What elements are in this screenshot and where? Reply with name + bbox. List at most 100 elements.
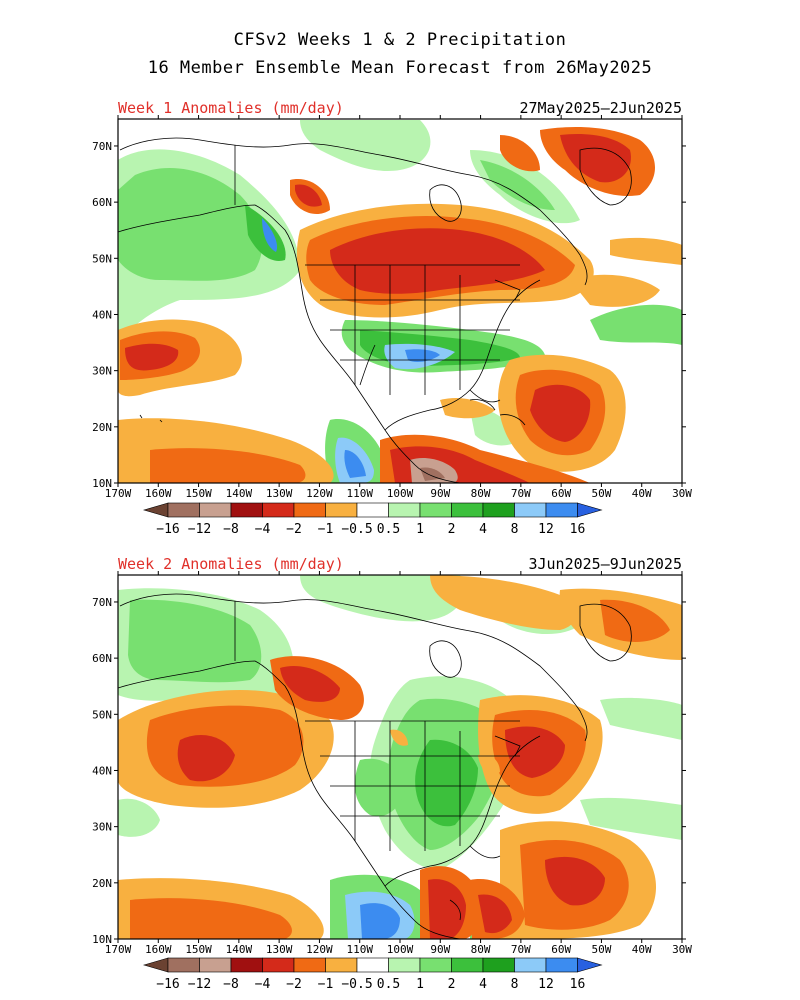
title-line-1: CFSv2 Weeks 1 & 2 Precipitation xyxy=(233,30,567,50)
week1-anomaly-fields xyxy=(118,120,682,483)
colorbar-label: 2 xyxy=(448,977,456,992)
lon-tick-label: 30W xyxy=(672,487,692,500)
colorbar-arrow-left xyxy=(142,502,169,518)
lon-tick-label: 60W xyxy=(551,943,571,956)
week2-colorbar: −16 −12 −8 −4 −2 −1 −0.5 0.5 1 2 4 8 12 16 xyxy=(142,957,603,992)
lon-tick-label: 130W xyxy=(266,487,293,500)
colorbar-label: −8 xyxy=(223,522,239,537)
panel2-dates: 3Jun2025—9Jun2025 xyxy=(528,555,682,573)
lat-tick-label: 60N xyxy=(92,652,112,665)
colorbar-swatch xyxy=(199,957,232,973)
colorbar-swatch xyxy=(514,502,547,518)
colorbar-swatch xyxy=(325,502,358,518)
lon-tick-label: 100W xyxy=(387,943,414,956)
lat-tick-label: 60N xyxy=(92,196,112,209)
lon-tick-label: 60W xyxy=(551,487,571,500)
lon-tick-label: 80W xyxy=(471,943,491,956)
colorbar-label: 12 xyxy=(538,522,554,537)
week2-map xyxy=(117,574,683,940)
colorbar-label: 8 xyxy=(511,522,519,537)
colorbar-label: −0.5 xyxy=(341,522,372,537)
colorbar-swatch xyxy=(262,502,295,518)
lon-tick-label: 160W xyxy=(145,943,172,956)
lon-tick-label: 170W xyxy=(105,943,132,956)
colorbar-label: 16 xyxy=(570,522,586,537)
colorbar-swatch xyxy=(293,502,326,518)
colorbar-label: −16 xyxy=(156,977,179,992)
lon-tick-label: 30W xyxy=(672,943,692,956)
lon-tick-label: 150W xyxy=(185,487,212,500)
lon-tick-label: 40W xyxy=(632,487,652,500)
colorbar-label: 1 xyxy=(416,522,424,537)
week2-coastlines xyxy=(118,593,632,939)
colorbar-swatch xyxy=(199,502,232,518)
lat-tick-label: 40N xyxy=(92,764,112,777)
colorbar-label: −1 xyxy=(318,977,334,992)
lat-tick-label: 70N xyxy=(92,596,112,609)
lat-tick-label: 70N xyxy=(92,140,112,153)
colorbar-swatch xyxy=(230,502,263,518)
colorbar-label: 12 xyxy=(538,977,554,992)
lon-tick-label: 110W xyxy=(346,943,373,956)
lon-tick-label: 120W xyxy=(306,487,333,500)
colorbar-swatch xyxy=(167,957,200,973)
lon-tick-label: 50W xyxy=(591,943,611,956)
lon-tick-label: 70W xyxy=(511,943,531,956)
colorbar-label: 4 xyxy=(479,522,487,537)
week1-colorbar: −16 −12 −8 −4 −2 −1 −0.5 0.5 1 2 4 8 12 16 xyxy=(142,502,603,537)
colorbar-arrow-right xyxy=(577,957,603,973)
colorbar-swatch xyxy=(545,957,578,973)
week2-anomaly-fields xyxy=(118,575,682,939)
colorbar-label: −12 xyxy=(188,977,211,992)
colorbar-swatch xyxy=(388,502,421,518)
colorbar-label: −4 xyxy=(255,522,271,537)
lon-tick-label: 150W xyxy=(185,943,212,956)
colorbar-label: −16 xyxy=(156,522,179,537)
lon-tick-label: 40W xyxy=(632,943,652,956)
colorbar-swatch xyxy=(545,502,578,518)
lon-tick-label: 120W xyxy=(306,943,333,956)
panel1-label: Week 1 Anomalies (mm/day) xyxy=(118,99,344,117)
colorbar-label: −0.5 xyxy=(341,977,372,992)
colorbar-label: −1 xyxy=(318,522,334,537)
week1-coastlines xyxy=(118,137,632,483)
colorbar-label: 16 xyxy=(570,977,586,992)
colorbar-swatch xyxy=(451,502,484,518)
colorbar-label: −2 xyxy=(286,977,302,992)
colorbar-swatch xyxy=(388,957,421,973)
colorbar-swatch xyxy=(356,502,389,518)
colorbar-label: 8 xyxy=(511,977,519,992)
lon-tick-label: 90W xyxy=(430,943,450,956)
colorbar-label: 0.5 xyxy=(377,522,400,537)
colorbar-swatch xyxy=(451,957,484,973)
lon-tick-label: 160W xyxy=(145,487,172,500)
lon-tick-label: 100W xyxy=(387,487,414,500)
colorbar-swatch xyxy=(262,957,295,973)
lat-tick-label: 10N xyxy=(92,477,112,490)
colorbar-label: −12 xyxy=(188,522,211,537)
lon-tick-label: 110W xyxy=(346,487,373,500)
lon-tick-label: 50W xyxy=(591,487,611,500)
colorbar-swatch xyxy=(230,957,263,973)
colorbar-swatch xyxy=(356,957,389,973)
lon-tick-label: 90W xyxy=(430,487,450,500)
colorbar-swatch xyxy=(419,957,452,973)
lon-tick-label: 80W xyxy=(471,487,491,500)
colorbar-label: 0.5 xyxy=(377,977,400,992)
lat-tick-label: 50N xyxy=(92,252,112,265)
lat-tick-label: 20N xyxy=(92,877,112,890)
lat-tick-label: 40N xyxy=(92,308,112,321)
lon-tick-label: 170W xyxy=(105,487,132,500)
colorbar-label: 2 xyxy=(448,522,456,537)
colorbar-swatch xyxy=(419,502,452,518)
colorbar-swatch xyxy=(514,957,547,973)
colorbar-swatch xyxy=(167,502,200,518)
lat-tick-label: 50N xyxy=(92,708,112,721)
colorbar-swatch xyxy=(293,957,326,973)
title-line-2: 16 Member Ensemble Mean Forecast from 26… xyxy=(147,58,653,78)
lon-tick-label: 140W xyxy=(226,487,253,500)
panel2-label: Week 2 Anomalies (mm/day) xyxy=(118,555,344,573)
